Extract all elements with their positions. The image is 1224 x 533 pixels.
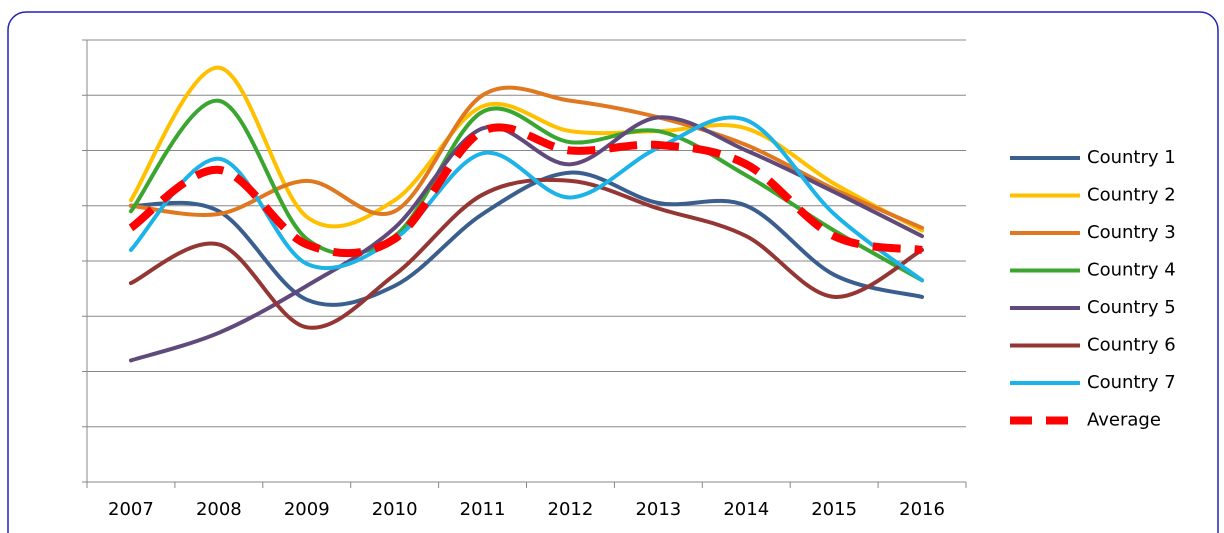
series-line [128, 177, 925, 330]
x-tick-label: 2008 [196, 499, 242, 520]
x-tick-label: 2013 [635, 499, 681, 520]
x-tick-label: 2015 [811, 499, 857, 520]
series-line [128, 115, 925, 363]
series-line [128, 170, 925, 307]
legend-label: Country 2 [1087, 185, 1176, 206]
legend-label: Country 7 [1087, 372, 1176, 393]
series-line [128, 85, 925, 230]
x-tick-label: 2016 [899, 499, 945, 520]
x-tick-label: 2010 [372, 499, 418, 520]
legend-label: Country 4 [1087, 260, 1176, 281]
x-tick-label: 2014 [723, 499, 769, 520]
series-line [128, 123, 923, 258]
legend-label: Country 5 [1087, 297, 1176, 318]
legend-label: Country 6 [1087, 335, 1176, 356]
x-tick-label: 2007 [108, 499, 154, 520]
x-tick-label: 2009 [284, 499, 330, 520]
legend-label: Country 1 [1087, 147, 1176, 168]
x-tick-label: 2011 [460, 499, 506, 520]
chart-border [7, 11, 1219, 533]
legend-label: Country 3 [1087, 222, 1176, 243]
legend-label: Average [1087, 410, 1161, 431]
x-tick-label: 2012 [548, 499, 594, 520]
